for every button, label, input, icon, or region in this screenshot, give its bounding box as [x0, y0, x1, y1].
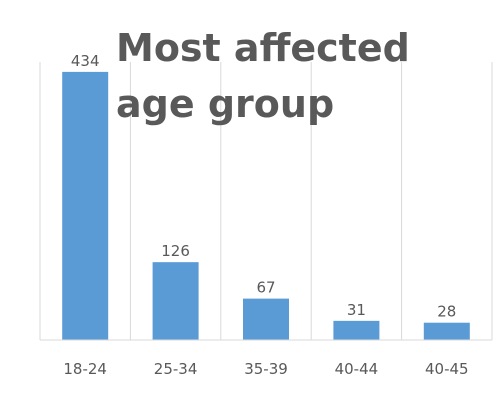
x-tick-label-35-39: 35-39: [244, 360, 288, 378]
bar-40-45: [423, 322, 470, 340]
data-labels: 434 126 67 31 28: [71, 52, 456, 321]
gridlines: [39, 62, 493, 340]
bars: [62, 71, 470, 340]
x-tick-label-40-44: 40-44: [335, 360, 379, 378]
x-tick-label-18-24: 18-24: [63, 360, 107, 378]
x-tick-labels: 18-24 25-34 35-39 40-44 40-45: [63, 360, 468, 378]
bar-25-34: [152, 262, 199, 340]
data-label-25-34: 126: [161, 242, 190, 260]
data-label-40-44: 31: [347, 301, 366, 319]
bar-18-24: [62, 71, 109, 340]
data-label-40-45: 28: [437, 303, 456, 321]
data-label-18-24: 434: [71, 52, 100, 70]
x-tick-label-40-45: 40-45: [425, 360, 469, 378]
bar-35-39: [243, 298, 289, 340]
bar-40-44: [333, 320, 380, 340]
x-tick-label-25-34: 25-34: [154, 360, 198, 378]
data-label-35-39: 67: [256, 279, 275, 297]
chart-title: Most affected age group: [116, 26, 410, 126]
